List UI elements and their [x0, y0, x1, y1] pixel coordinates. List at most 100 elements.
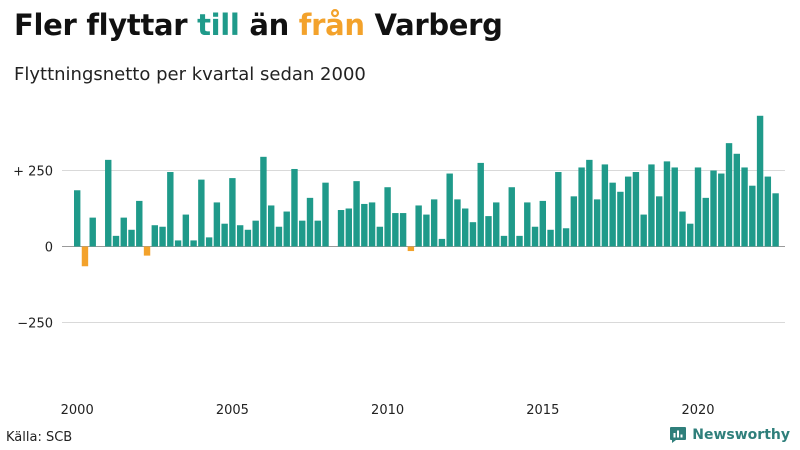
brand-logo: Newsworthy: [669, 426, 790, 444]
bar: [454, 199, 461, 247]
bar: [485, 216, 492, 247]
bar: [399, 213, 407, 247]
bar: [221, 223, 228, 247]
bar: [516, 235, 523, 247]
bar: [648, 164, 655, 247]
bar: [430, 199, 438, 247]
bar: [392, 213, 399, 247]
bar: [539, 200, 546, 247]
bar: [562, 228, 570, 247]
bar: [624, 176, 632, 247]
title-till: till: [197, 8, 240, 42]
bar: [477, 162, 484, 247]
bar: [656, 196, 663, 247]
bar: [89, 217, 96, 247]
bar: [190, 240, 197, 247]
bar: [299, 220, 306, 247]
bar: [663, 161, 671, 247]
title-text-start: Fler flyttar: [14, 8, 198, 42]
bar: [500, 235, 508, 247]
bar: [174, 240, 182, 247]
bar: [275, 226, 283, 247]
bar: [741, 167, 748, 247]
title-text-middle: än: [239, 8, 299, 42]
bar: [306, 197, 314, 247]
bar: [531, 226, 539, 247]
bar: [586, 159, 593, 247]
bar: [593, 199, 601, 247]
bar: [547, 229, 554, 247]
chart-title: Fler flyttar till än från Varberg: [14, 8, 503, 42]
bar: [198, 179, 205, 247]
bar: [244, 229, 252, 247]
newsworthy-logo-icon: [670, 427, 687, 443]
bar: [493, 202, 500, 247]
bar: [578, 167, 585, 247]
x-tick-label: 2010: [371, 403, 404, 418]
bar: [322, 182, 329, 247]
x-tick-label: 2005: [216, 403, 249, 418]
bar: [679, 211, 686, 247]
bar: [260, 156, 267, 247]
bar: [236, 225, 244, 247]
bar: [167, 172, 174, 247]
bar: [136, 200, 143, 247]
bar: [143, 246, 151, 256]
x-tick-label: 2020: [681, 403, 714, 418]
bar: [702, 197, 709, 247]
bar: [725, 143, 733, 247]
bar: [710, 170, 717, 247]
bar: [694, 167, 702, 247]
bar: [570, 196, 578, 247]
bar: [469, 222, 477, 247]
bar: [617, 191, 624, 247]
bar: [609, 182, 616, 247]
bar: [229, 178, 236, 247]
bar: [733, 153, 740, 247]
bar: [407, 246, 415, 252]
bar: [205, 237, 213, 247]
bar: [671, 167, 678, 247]
bar: [601, 164, 609, 247]
bar: [632, 172, 640, 247]
bar: [376, 226, 384, 247]
chart-subtitle: Flyttningsnetto per kvartal sedan 2000: [14, 64, 366, 85]
bar: [120, 217, 127, 247]
x-tick-label: 2015: [526, 403, 559, 418]
bar: [252, 220, 259, 247]
y-tick-label: 0: [45, 241, 53, 256]
bar: [291, 168, 298, 247]
bar: [640, 214, 647, 247]
bar: [508, 187, 515, 247]
bar: [74, 190, 81, 247]
bar: [415, 205, 422, 247]
bar: [314, 220, 321, 247]
bar: [268, 205, 275, 247]
bar: [446, 173, 453, 247]
bar: [718, 173, 725, 247]
bar: [353, 181, 360, 247]
bar: [462, 208, 469, 247]
bar: [687, 223, 694, 247]
title-fran: från: [298, 8, 365, 42]
bar: [283, 211, 290, 247]
bar: [159, 226, 166, 247]
bar: [555, 172, 562, 247]
bar: [438, 238, 446, 247]
y-tick-label: −250: [17, 317, 53, 332]
bar: [105, 159, 112, 247]
bar: [213, 202, 221, 247]
bar: [384, 187, 391, 247]
bar: [337, 210, 345, 247]
bar: [764, 176, 772, 247]
bar: [81, 246, 89, 267]
title-text-end: Varberg: [364, 8, 503, 42]
x-tick-label: 2000: [61, 403, 94, 418]
brand-name: Newsworthy: [692, 427, 790, 443]
bar: [112, 235, 120, 247]
y-tick-label: + 250: [13, 165, 53, 180]
bar: [182, 214, 190, 247]
bar: [772, 193, 779, 247]
bar: [756, 115, 764, 247]
